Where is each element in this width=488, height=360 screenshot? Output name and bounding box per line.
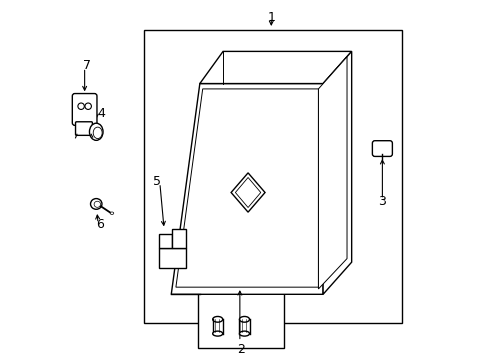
Ellipse shape <box>94 201 101 207</box>
Bar <box>159 234 172 248</box>
Text: 7: 7 <box>83 59 91 72</box>
FancyBboxPatch shape <box>372 141 391 157</box>
Ellipse shape <box>239 316 249 322</box>
Ellipse shape <box>212 316 222 322</box>
FancyBboxPatch shape <box>72 94 97 125</box>
Polygon shape <box>318 57 346 289</box>
Bar <box>159 248 185 267</box>
Text: 3: 3 <box>377 195 385 208</box>
FancyBboxPatch shape <box>75 122 92 135</box>
Ellipse shape <box>110 212 114 215</box>
Polygon shape <box>231 173 264 212</box>
Ellipse shape <box>90 199 102 209</box>
Bar <box>198 287 283 348</box>
Bar <box>144 30 401 323</box>
Polygon shape <box>200 51 351 84</box>
Ellipse shape <box>212 331 222 336</box>
Bar <box>171 229 185 248</box>
Circle shape <box>78 103 84 109</box>
Circle shape <box>85 103 91 109</box>
Text: 6: 6 <box>96 218 103 231</box>
Polygon shape <box>235 177 260 207</box>
Ellipse shape <box>93 127 102 139</box>
Polygon shape <box>171 84 323 294</box>
Ellipse shape <box>239 331 249 336</box>
Text: 4: 4 <box>98 107 105 120</box>
Polygon shape <box>323 51 351 294</box>
Text: 5: 5 <box>153 175 161 188</box>
Text: 1: 1 <box>267 11 275 24</box>
Text: 2: 2 <box>237 343 244 356</box>
Ellipse shape <box>89 123 103 140</box>
Polygon shape <box>176 89 318 287</box>
